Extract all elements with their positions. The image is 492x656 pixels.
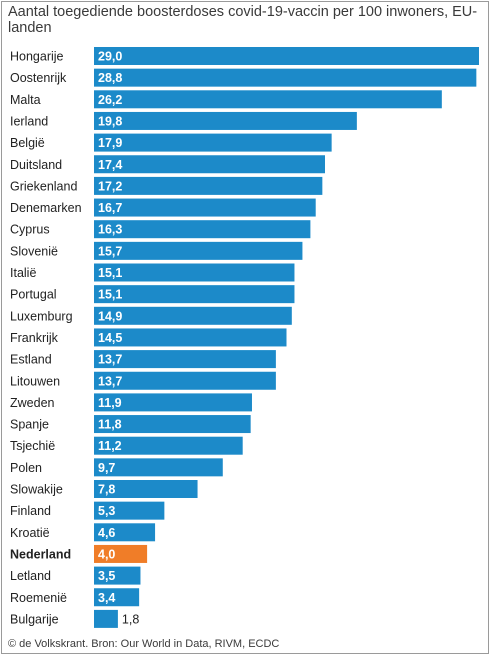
category-label: Polen [10,461,42,475]
bar [94,198,316,217]
value-label: 14,9 [98,309,122,323]
chart-title: Aantal toegediende boosterdoses covid-19… [8,4,478,36]
bar [94,90,442,109]
category-label: Estland [10,353,52,367]
category-label: Spanje [10,418,49,432]
bar [94,47,479,65]
bar [94,68,477,87]
bar [94,306,292,325]
category-label: Hongarije [10,50,64,64]
bar [94,133,332,152]
category-label: Griekenland [10,179,77,193]
value-label: 4,6 [98,526,115,540]
value-label: 15,1 [98,266,122,280]
value-label: 13,7 [98,374,122,388]
value-label: 5,3 [98,504,115,518]
category-label: Cyprus [10,223,50,237]
value-label: 28,8 [98,71,122,85]
bar [94,350,276,369]
value-label: 11,8 [98,418,122,432]
category-label: Kroatië [10,526,50,540]
source-credit: © de Volkskrant. Bron: Our World in Data… [8,638,280,650]
bar [94,523,156,542]
value-label: 15,7 [98,244,122,258]
bar [94,241,303,260]
bar [94,415,251,434]
value-label: 29,0 [98,50,122,64]
bar [94,393,252,412]
bar [94,609,118,628]
bar [94,111,357,130]
bar [94,220,311,239]
category-label: Oostenrijk [10,71,67,85]
category-label: Tsjechië [10,439,55,453]
value-label: 19,8 [98,114,122,128]
category-label: Slowakije [10,483,63,497]
value-label: 17,4 [98,158,122,172]
value-label: 3,4 [98,591,115,605]
value-label: 3,5 [98,569,115,583]
category-label: Roemenië [10,591,67,605]
category-label: Italië [10,266,36,280]
value-label: 7,8 [98,483,115,497]
category-label: Zweden [10,396,55,410]
category-label: Malta [10,93,41,107]
value-label: 11,2 [98,439,122,453]
value-label: 26,2 [98,93,122,107]
value-label: 11,9 [98,396,122,410]
category-label: Denemarken [10,201,82,215]
bar [94,285,295,304]
category-label: Bulgarije [10,612,59,626]
category-label: Portugal [10,288,57,302]
category-label: Ierland [10,114,48,128]
value-label: 16,7 [98,201,122,215]
bar [94,480,198,498]
bar [94,436,243,455]
value-label: 9,7 [98,461,115,475]
bar [94,155,325,174]
bar [94,371,276,390]
category-label: Slovenië [10,244,58,258]
category-label: Frankrijk [10,331,59,345]
bar [94,566,141,585]
bar [94,263,295,282]
value-label: 13,7 [98,353,122,367]
category-label: Luxemburg [10,309,73,323]
category-label: Letland [10,569,51,583]
value-label: 4,0 [98,547,115,561]
category-label: Nederland [10,547,71,561]
bar [94,328,287,347]
value-label: 16,3 [98,223,122,237]
category-label: Litouwen [10,374,60,388]
value-label: 17,9 [98,136,122,150]
bar [94,458,223,477]
bar [94,176,323,195]
category-label: België [10,136,45,150]
bar [94,544,148,563]
category-label: Finland [10,504,51,518]
bar [94,501,165,520]
category-label: Duitsland [10,158,62,172]
value-label: 17,2 [98,179,122,193]
value-label: 1,8 [122,612,139,626]
bar [94,588,140,607]
value-label: 14,5 [98,331,122,345]
value-label: 15,1 [98,288,122,302]
